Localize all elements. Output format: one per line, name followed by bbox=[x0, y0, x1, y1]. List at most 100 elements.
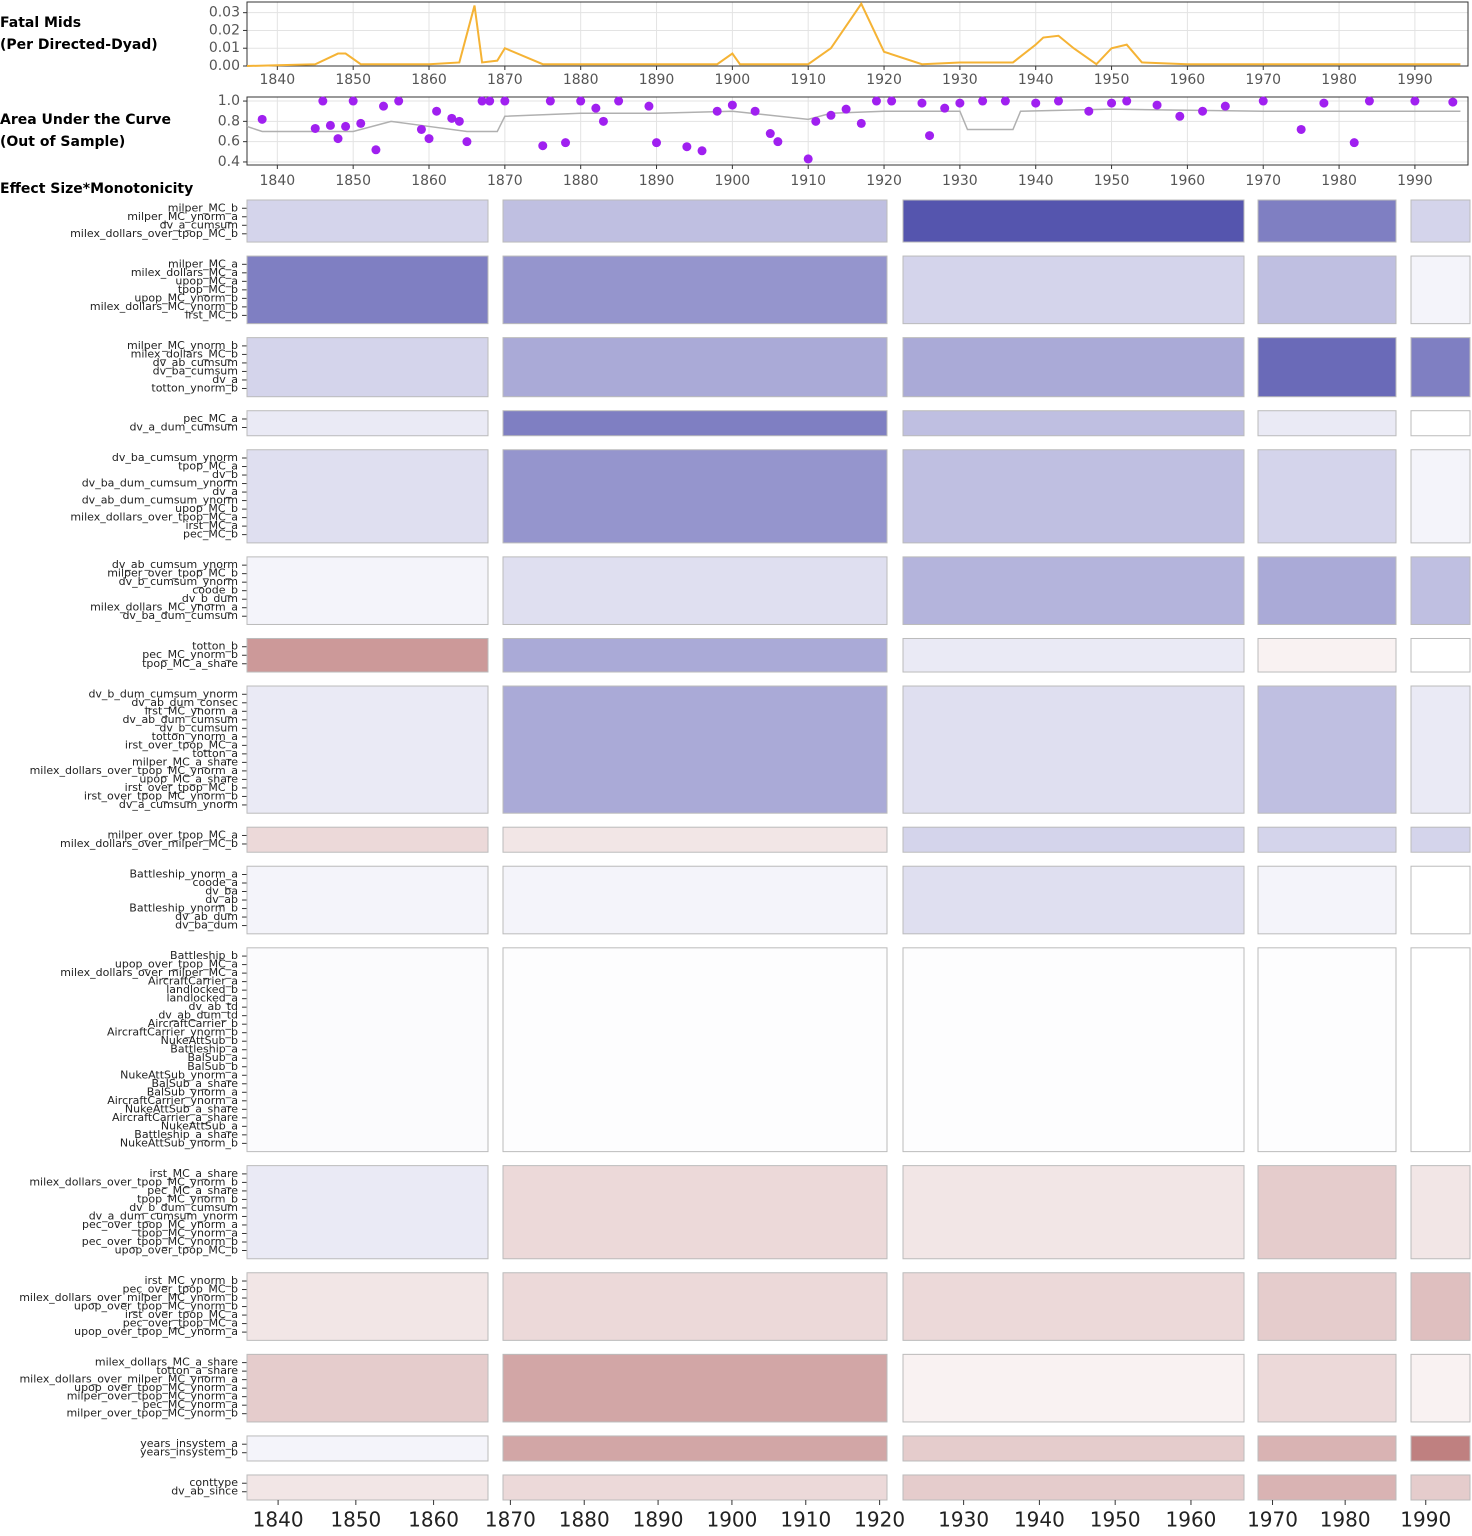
x-tick-label: 1900 bbox=[715, 173, 751, 189]
panel-title: Fatal Mids bbox=[0, 15, 81, 31]
row-label: dv_ba bbox=[205, 885, 238, 898]
heat-cell bbox=[1410, 337, 1471, 398]
y-tick-label: 1.0 bbox=[218, 93, 240, 109]
heat-cell bbox=[1257, 947, 1397, 1153]
heat-cell bbox=[1257, 255, 1397, 325]
x-tick-label: 1910 bbox=[790, 173, 826, 189]
x-tick-label: 1860 bbox=[411, 173, 447, 189]
row-label: upop_over_tpop_MC_ynorm_b bbox=[74, 1300, 238, 1313]
heat-cell bbox=[246, 449, 489, 544]
y-tick-label: 0.03 bbox=[209, 5, 240, 21]
x-tick-label: 1840 bbox=[253, 1508, 304, 1532]
row-label: pec_over_tpop_MC_ynorm_a bbox=[82, 1218, 238, 1231]
row-label: dv_a bbox=[212, 485, 238, 498]
point bbox=[773, 137, 783, 147]
heat-cell bbox=[1410, 410, 1471, 437]
row-label: dv_ab_dum_cumsum bbox=[122, 713, 238, 726]
row-label: upop_MC_a_share bbox=[139, 772, 238, 785]
row-label: milex_dollars_MC_ynorm_b bbox=[90, 300, 238, 313]
row-label: dv_b bbox=[212, 468, 238, 481]
point bbox=[310, 123, 320, 133]
x-tick-label: 1920 bbox=[866, 173, 902, 189]
row-label: NukeAttSub_a bbox=[161, 1119, 238, 1132]
heat-cell bbox=[502, 556, 888, 625]
row-label: upop_MC_b bbox=[175, 502, 238, 515]
row-label: pec_over_tpop_MC_a bbox=[123, 1317, 238, 1330]
x-tick-label: 1930 bbox=[938, 1508, 989, 1532]
row-label: conttype bbox=[189, 1476, 238, 1489]
row-label: years_insystem_a bbox=[140, 1437, 238, 1450]
row-label: irst_over_tpop_MC_a bbox=[125, 1308, 238, 1321]
x-tick-label: 1870 bbox=[485, 1508, 536, 1532]
heat-cell bbox=[502, 1165, 888, 1260]
point bbox=[500, 96, 510, 106]
x-tick-label: 1850 bbox=[335, 72, 371, 88]
heat-cell bbox=[1257, 1474, 1397, 1501]
panel-title: Effect Size*Monotonicity bbox=[0, 181, 193, 197]
point bbox=[394, 96, 404, 106]
heat-cell bbox=[1410, 1165, 1471, 1260]
row-label: dv_ba_cumsum_ynorm bbox=[112, 451, 238, 464]
row-label: dv_a bbox=[212, 373, 238, 386]
heat-cell bbox=[246, 255, 489, 325]
heat-cell bbox=[902, 199, 1245, 243]
row-label: irst_over_tpop_MC_b bbox=[125, 781, 238, 794]
row-label: totton_ynorm_b bbox=[151, 381, 238, 394]
x-tick-label: 1840 bbox=[260, 72, 296, 88]
point bbox=[576, 96, 586, 106]
row-label: tpop_MC_ynorm_b bbox=[137, 1192, 238, 1205]
point bbox=[1198, 106, 1208, 116]
point bbox=[1296, 124, 1306, 134]
point bbox=[432, 106, 442, 116]
row-label: dv_ab bbox=[205, 893, 238, 906]
row-label: landlocked_b bbox=[166, 983, 238, 996]
heat-cell bbox=[246, 1435, 489, 1462]
row-label: totton_ynorm_a bbox=[152, 730, 238, 743]
row-label: Battleship_a bbox=[170, 1043, 238, 1056]
row-label: pec_over_tpop_MC_ynorm_b bbox=[82, 1235, 238, 1248]
row-label: milper_over_tpop_MC_ynorm_a bbox=[67, 1390, 238, 1403]
row-label: dv_ba_dum bbox=[175, 919, 238, 932]
row-label: milper_MC_ynorm_b bbox=[127, 339, 238, 352]
row-label: years_insystem_b bbox=[140, 1446, 238, 1459]
x-tick-label: 1960 bbox=[1170, 173, 1206, 189]
point bbox=[856, 118, 866, 128]
heat-cell bbox=[902, 826, 1245, 853]
heat-cell bbox=[246, 410, 489, 437]
row-label: dv_a_dum_cumsum bbox=[129, 420, 238, 433]
baseline-line bbox=[246, 108, 1461, 133]
point bbox=[1220, 101, 1230, 111]
point bbox=[614, 96, 624, 106]
row-label: AircraftCarrier_a bbox=[148, 975, 238, 988]
row-label: upop_over_tpop_MC_b bbox=[115, 1244, 238, 1257]
x-tick-label: 1990 bbox=[1400, 1508, 1451, 1532]
point bbox=[416, 124, 426, 134]
row-label: milex_dollars_over_tpop_MC_ynorm_b bbox=[29, 1175, 238, 1188]
point bbox=[1319, 98, 1329, 108]
x-tick-label: 1870 bbox=[487, 72, 523, 88]
point bbox=[917, 98, 927, 108]
heat-cell bbox=[902, 410, 1245, 437]
row-label: AircraftCarrier_ynorm_a bbox=[107, 1094, 238, 1107]
heat-cell bbox=[1410, 1474, 1471, 1501]
x-tick-label: 1980 bbox=[1321, 173, 1357, 189]
x-tick-label: 1860 bbox=[408, 1508, 459, 1532]
point bbox=[765, 129, 775, 139]
heat-cell bbox=[246, 556, 489, 625]
point bbox=[325, 120, 335, 130]
point bbox=[545, 96, 555, 106]
heat-cell bbox=[902, 337, 1245, 398]
heat-cell bbox=[1257, 337, 1397, 398]
x-tick-label: 1890 bbox=[633, 1508, 684, 1532]
heat-cell bbox=[1257, 199, 1397, 243]
x-tick-label: 1960 bbox=[1170, 72, 1206, 88]
heat-cell bbox=[502, 449, 888, 544]
row-label: milex_dollars_over_tpop_MC_a bbox=[70, 511, 238, 524]
row-label: Battleship_b bbox=[170, 949, 238, 962]
heat-cell bbox=[902, 637, 1245, 673]
panel-border bbox=[246, 96, 1469, 166]
row-label: tpop_MC_b bbox=[178, 283, 238, 296]
point bbox=[750, 106, 760, 116]
heat-cell bbox=[902, 1435, 1245, 1462]
row-label: dv_ab_td bbox=[188, 1000, 238, 1013]
